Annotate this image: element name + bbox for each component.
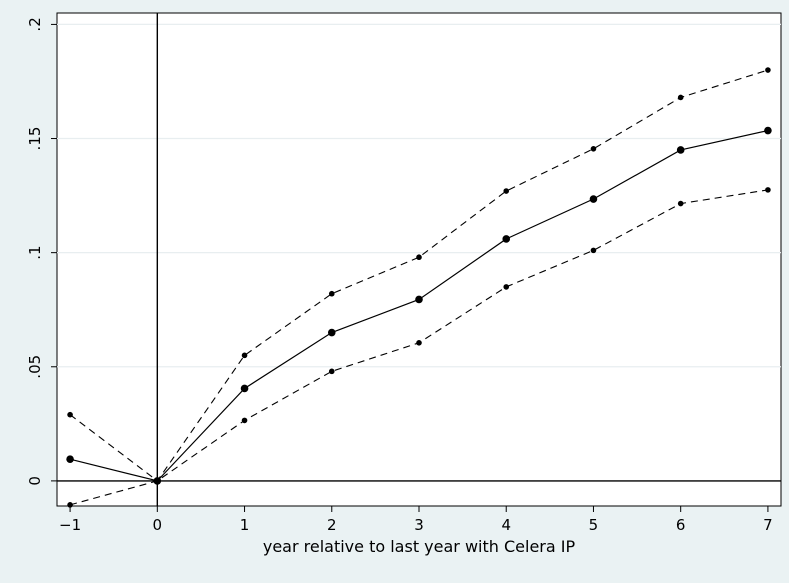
reference-lines — [57, 13, 781, 506]
point-estimate — [66, 455, 74, 464]
y-tick-label: 0 — [26, 476, 44, 486]
point-estimate — [240, 384, 249, 393]
point-lower-ci — [154, 478, 161, 484]
point-estimate — [764, 126, 772, 135]
y-tick-label: .2 — [26, 17, 44, 31]
point-lower-ci — [328, 368, 335, 375]
point-upper-ci — [503, 188, 510, 194]
point-lower-ci — [503, 284, 510, 290]
y-tick-label: .05 — [26, 355, 44, 379]
y-tick-label: .15 — [26, 127, 44, 151]
x-tick-label: 2 — [327, 516, 337, 534]
x-tick-label: 7 — [763, 516, 773, 534]
point-lower-ci — [765, 187, 771, 193]
series-layer — [66, 67, 772, 508]
point-lower-ci — [67, 502, 73, 508]
x-tick-label: −1 — [59, 516, 81, 534]
x-tick-label: 4 — [501, 516, 511, 534]
point-upper-ci — [416, 254, 422, 261]
point-estimate — [415, 295, 423, 304]
point-lower-ci — [241, 417, 248, 424]
point-lower-ci — [677, 200, 684, 207]
x-tick-label: 3 — [414, 516, 424, 534]
point-estimate — [502, 235, 511, 243]
point-upper-ci — [67, 411, 73, 418]
point-lower-ci — [590, 247, 597, 254]
point-lower-ci — [416, 340, 422, 346]
axes: 0 .05 .1 .15 .2 −1 0 1 2 3 4 5 6 7 — [26, 17, 773, 534]
point-estimate — [327, 328, 336, 337]
y-tick-label: .1 — [26, 245, 44, 259]
point-upper-ci — [590, 146, 597, 152]
point-upper-ci — [241, 352, 248, 359]
point-estimate — [676, 146, 685, 154]
x-axis-title: year relative to last year with Celera I… — [263, 537, 576, 556]
gridlines — [57, 23, 781, 368]
series-line-upper-ci — [69, 69, 769, 482]
x-tick-label: 1 — [240, 516, 250, 534]
point-upper-ci — [328, 290, 335, 297]
x-tick-label: 6 — [676, 516, 686, 534]
point-estimate — [589, 195, 598, 203]
point-upper-ci — [765, 67, 771, 73]
x-tick-label: 0 — [153, 516, 163, 534]
x-tick-label: 5 — [589, 516, 599, 534]
point-upper-ci — [677, 94, 684, 101]
